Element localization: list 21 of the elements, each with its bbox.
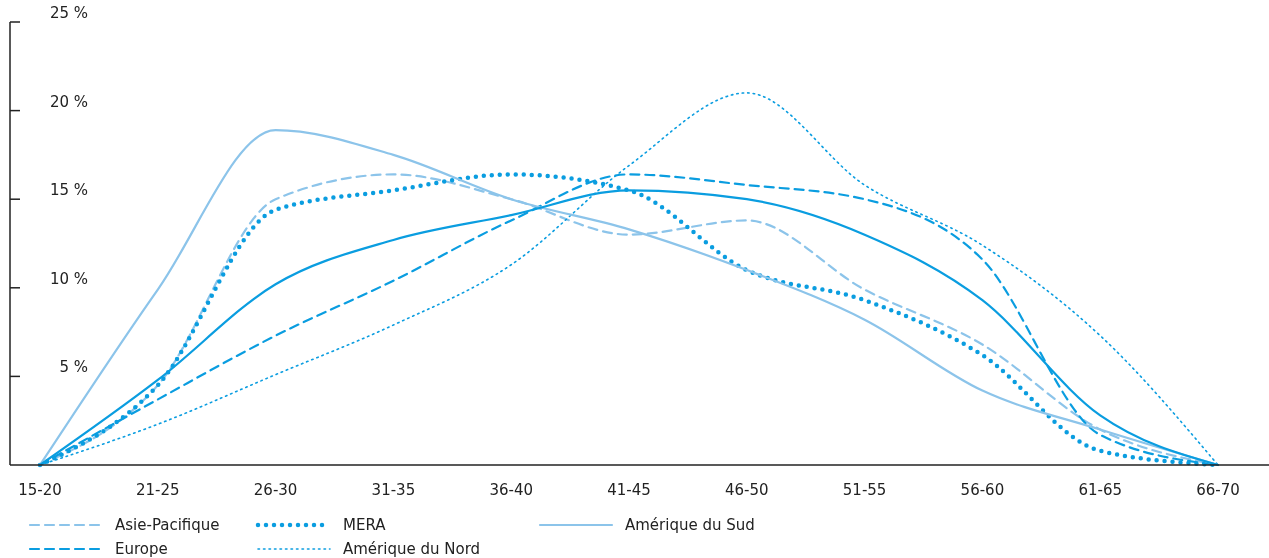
legend-label: Europe	[115, 540, 168, 558]
legend-label: Amérique du Nord	[343, 540, 481, 558]
y-tick-label: 15 %	[49, 181, 88, 200]
x-tick-label: 56-60	[960, 481, 1005, 499]
legend-label: Amérique du Sud	[625, 516, 755, 534]
x-tick-label: 46-50	[725, 481, 769, 499]
x-tick-label: 15-20	[18, 481, 62, 499]
x-tick-label: 31-35	[371, 481, 416, 499]
x-tick-label: 26-30	[253, 481, 298, 499]
legend-label: Asie-Pacifique	[115, 516, 220, 534]
x-tick-label: 21-25	[136, 481, 180, 499]
y-tick-label: 25 %	[49, 4, 88, 22]
legend-label: MERA	[343, 516, 387, 534]
x-tick-label: 61-65	[1078, 481, 1122, 499]
x-tick-label: 51-55	[842, 481, 887, 499]
y-tick-label: 10 %	[49, 269, 88, 288]
y-tick-label: 20 %	[49, 92, 88, 111]
x-tick-label: 36-40	[489, 481, 533, 499]
x-tick-label: 66-70	[1196, 481, 1240, 499]
x-tick-label: 41-45	[607, 481, 651, 499]
y-tick-label: 5 %	[59, 358, 88, 377]
